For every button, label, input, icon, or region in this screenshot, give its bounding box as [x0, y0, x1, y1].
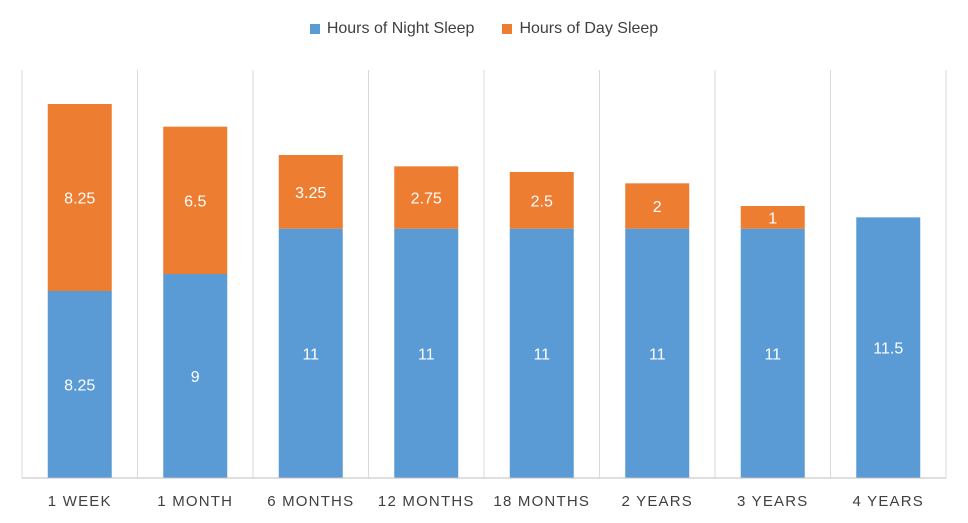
x-tick-label-1: 1 MONTH — [157, 493, 233, 510]
legend-item-night: Hours of Night Sleep — [309, 20, 475, 38]
bar-night-2 — [278, 228, 343, 478]
x-tick-label-2: 6 MONTHS — [267, 493, 354, 510]
bar-day-1 — [163, 126, 228, 275]
bar-day-3 — [394, 166, 459, 229]
data-label-night-7: 11.5 — [873, 341, 903, 358]
bar-night-7 — [856, 217, 921, 479]
legend-swatch-night — [309, 24, 320, 34]
data-label-night-2: 11 — [302, 346, 319, 363]
legend-item-day: Hours of Day Sleep — [502, 20, 658, 38]
data-label-night-5: 11 — [649, 346, 666, 363]
data-label-night-1: 9 — [191, 369, 200, 386]
chart-legend: Hours of Night Sleep Hours of Day Sleep — [0, 20, 968, 38]
bar-day-2 — [278, 155, 343, 229]
data-label-day-3: 2.75 — [411, 191, 442, 208]
data-label-night-4: 11 — [533, 346, 550, 363]
legend-label-night: Hours of Night Sleep — [326, 20, 475, 37]
bar-night-4 — [509, 228, 574, 478]
x-tick-label-0: 1 WEEK — [48, 493, 112, 510]
data-label-night-6: 11 — [764, 346, 781, 363]
bar-day-4 — [509, 172, 574, 229]
bar-night-1 — [163, 274, 228, 478]
x-tick-label-3: 12 MONTHS — [378, 493, 475, 510]
data-label-day-1: 6.5 — [184, 193, 206, 210]
x-tick-label-5: 2 YEARS — [622, 493, 694, 510]
bars-group — [47, 104, 921, 479]
data-label-day-5: 2 — [653, 199, 662, 216]
bar-night-3 — [394, 228, 459, 478]
legend-swatch-day — [502, 24, 513, 34]
x-tick-label-4: 18 MONTHS — [493, 493, 590, 510]
legend-label-day: Hours of Day Sleep — [519, 20, 659, 37]
x-tick-label-7: 4 YEARS — [853, 493, 925, 510]
data-label-day-6: 1 — [768, 210, 777, 227]
data-label-day-0: 8.25 — [64, 191, 95, 208]
data-label-day-2: 3.25 — [295, 185, 326, 202]
x-tick-labels: 1 WEEK 1 MONTH 6 MONTHS 12 MONTHS 18 MONTHS 2… — [48, 493, 925, 510]
data-label-night-0: 8.25 — [64, 378, 95, 395]
category-separators — [21, 70, 947, 478]
bar-night-5 — [625, 228, 690, 478]
bar-night-0 — [47, 291, 112, 478]
bar-day-6 — [740, 206, 805, 229]
x-tick-label-6: 3 YEARS — [737, 493, 809, 510]
bar-day-0 — [47, 104, 112, 291]
bar-day-5 — [625, 183, 690, 229]
bar-night-6 — [740, 228, 805, 478]
data-label-day-4: 2.5 — [531, 193, 553, 210]
data-label-night-3: 11 — [418, 346, 435, 363]
